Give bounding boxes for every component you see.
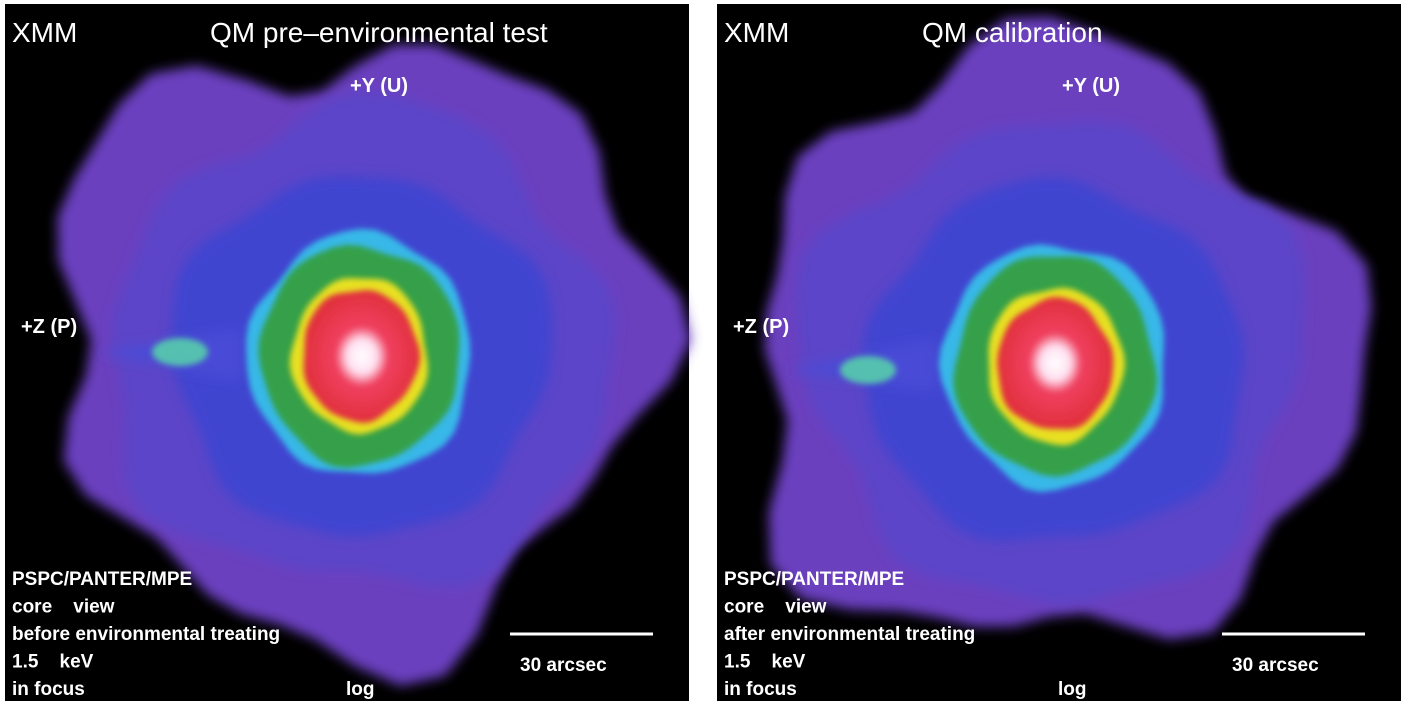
- info-line: before environmental treating: [12, 624, 280, 645]
- scale-label: 30 arcsec: [520, 655, 607, 676]
- scale-label: 30 arcsec: [1232, 655, 1319, 676]
- y-axis-label: +Y (U): [1062, 75, 1120, 97]
- knot: [152, 338, 208, 366]
- stretch-label: log: [346, 679, 375, 700]
- info-line: in focus: [724, 679, 797, 700]
- info-line: core view: [724, 597, 827, 618]
- z-axis-label: +Z (P): [733, 316, 789, 338]
- info-line: core view: [12, 597, 115, 618]
- info-line: after environmental treating: [724, 624, 975, 645]
- panel: XMM QM pre–environmental test +Y (U) +Z (P)…: [5, 4, 691, 701]
- psf-image: [764, 16, 1372, 640]
- panel-title: QM pre–environmental test: [210, 17, 548, 48]
- psf-image: [57, 44, 691, 686]
- panel-label: XMM: [12, 17, 77, 48]
- y-axis-label: +Y (U): [350, 75, 408, 97]
- info-line: PSPC/PANTER/MPE: [12, 569, 192, 590]
- panel-title: QM calibration: [922, 17, 1103, 48]
- panel: XMM QM calibration +Y (U) +Z (P) PSPC/PANTER…: [717, 4, 1401, 701]
- red-core: [303, 290, 421, 423]
- info-line: 1.5 keV: [724, 652, 806, 673]
- knot: [840, 356, 896, 384]
- stretch-label: log: [1058, 679, 1087, 700]
- red-core: [997, 296, 1114, 430]
- z-axis-label: +Z (P): [21, 316, 77, 338]
- panel-label: XMM: [724, 17, 789, 48]
- info-line: in focus: [12, 679, 85, 700]
- info-line: 1.5 keV: [12, 652, 94, 673]
- info-line: PSPC/PANTER/MPE: [724, 569, 904, 590]
